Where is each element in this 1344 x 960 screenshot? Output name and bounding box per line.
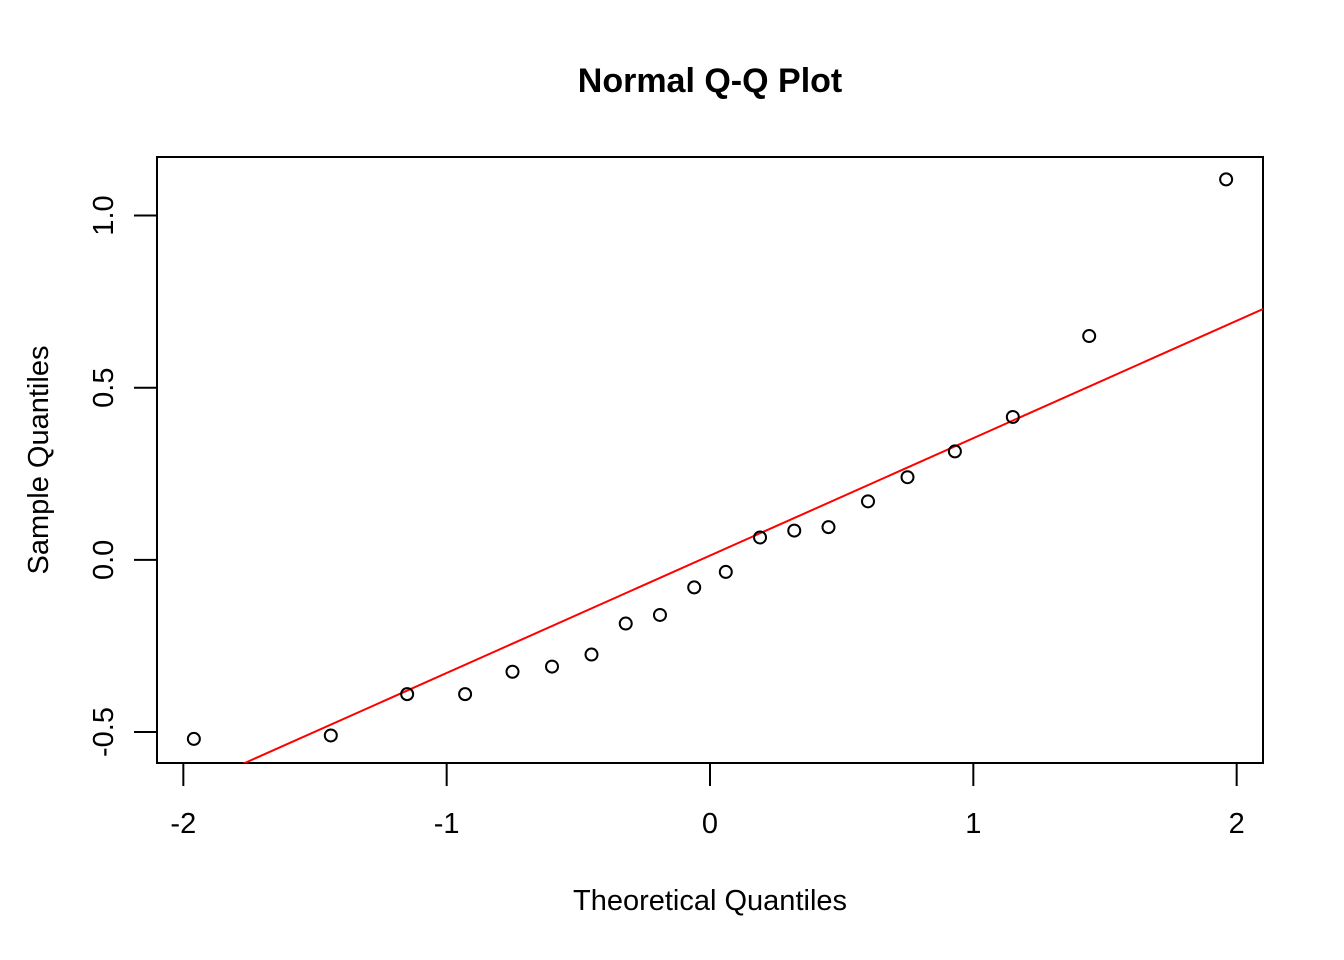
data-point [545, 659, 559, 674]
x-tick-label: -1 [434, 808, 460, 840]
plot-frame [156, 156, 1264, 764]
reference-line [242, 308, 1263, 763]
y-axis-label: Sample Quantiles [23, 346, 55, 575]
data-point [787, 523, 802, 538]
y-tick-label: 0.5 [88, 368, 120, 408]
data-point [947, 444, 962, 459]
data-point [687, 580, 702, 595]
data-point [900, 470, 915, 485]
data-point [753, 530, 768, 545]
x-tick-label: -2 [170, 808, 196, 840]
data-point [861, 494, 875, 509]
x-tick-label: 1 [965, 808, 981, 840]
y-tick-label: 1.0 [88, 195, 120, 235]
data-point [718, 564, 733, 579]
data-point [1082, 329, 1097, 344]
x-tick-label: 0 [702, 808, 718, 840]
chart-title: Normal Q-Q Plot [578, 62, 842, 100]
data-point [1219, 172, 1234, 187]
data-point [505, 664, 520, 679]
y-tick-label: -0.5 [88, 707, 120, 757]
data-point [652, 607, 667, 622]
data-point [323, 728, 338, 743]
data-point [186, 731, 201, 746]
x-axis-label: Theoretical Quantiles [573, 885, 847, 917]
data-point [584, 647, 599, 662]
plot-layer: -2 -1 0 1 2 -0.5 0.0 0.5 1.0 [88, 156, 1264, 840]
x-tick-label: 2 [1229, 808, 1245, 840]
y-tick-label: 0.0 [88, 540, 120, 580]
data-point [1005, 409, 1020, 424]
data-point [618, 616, 633, 631]
data-point [821, 520, 836, 535]
data-point [458, 687, 473, 702]
data-point [400, 687, 415, 702]
